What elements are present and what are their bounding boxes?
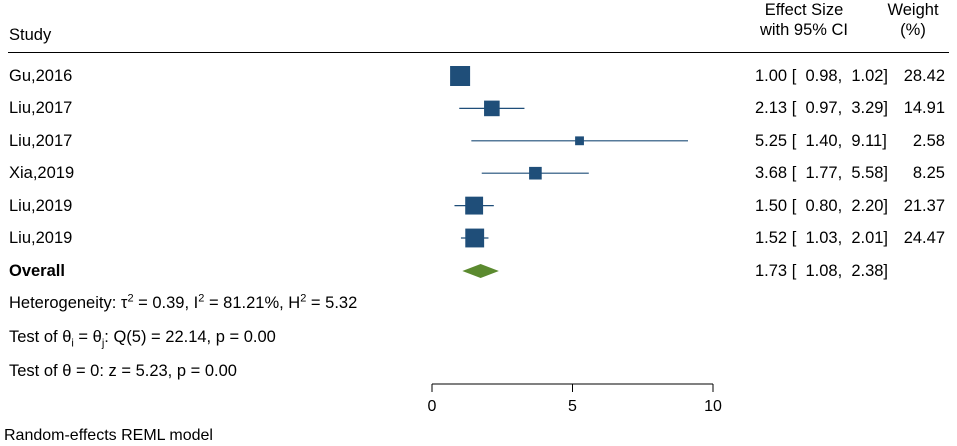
heterogeneity-stats: Heterogeneity: τ2 = 0.39, I2 = 81.21%, H… <box>9 292 358 312</box>
overall-label: Overall <box>9 262 65 280</box>
weight-header-line1: Weight <box>887 1 939 19</box>
effect-size-header: Effect Size with 95% CI <box>734 0 874 40</box>
x-tick-label: 5 <box>568 398 577 415</box>
effect-marker <box>450 66 471 86</box>
effect-size-header-line2: with 95% CI <box>759 21 849 39</box>
effect-size-header-line1: Effect Size <box>764 1 844 19</box>
test-zero-effect: Test of θ = 0: z = 5.23, p = 0.00 <box>9 362 237 380</box>
study-label: Liu,2019 <box>9 229 73 247</box>
study-label: Liu,2017 <box>9 131 73 150</box>
effect-marker <box>529 166 542 180</box>
overall-diamond <box>462 264 499 278</box>
study-label: Liu,2019 <box>9 196 73 215</box>
study-ci-text: 5.25 [ 1.40, 9.11] <box>755 131 887 150</box>
effect-marker <box>484 100 500 117</box>
study-ci-text: 3.68 [ 1.77, 5.58] <box>755 164 889 183</box>
header-divider <box>8 52 949 53</box>
weight-header: Weight (%) <box>874 0 952 40</box>
study-label: Liu,2017 <box>9 99 73 118</box>
effect-marker <box>465 196 484 215</box>
overall-ci-text: 1.73 [ 1.08, 2.38] <box>755 262 889 280</box>
study-weight: 24.47 <box>903 229 945 247</box>
study-weight: 14.91 <box>903 99 945 118</box>
x-tick-label: 10 <box>704 398 722 415</box>
study-weight: 21.37 <box>903 196 945 215</box>
study-ci-text: 1.00 [ 0.98, 1.02] <box>755 67 889 85</box>
weight-header-line2: (%) <box>900 21 926 39</box>
model-note: Random-effects REML model <box>4 427 213 444</box>
test-equal-effects: Test of θi = θj: Q(5) = 22.14, p = 0.00 <box>9 328 276 350</box>
effect-marker <box>465 228 485 248</box>
study-label: Xia,2019 <box>9 164 75 183</box>
study-weight: 28.42 <box>903 67 945 85</box>
study-weight: 8.25 <box>912 164 945 183</box>
study-ci-text: 1.50 [ 0.80, 2.20] <box>755 196 889 215</box>
study-ci-text: 2.13 [ 0.97, 3.29] <box>755 99 889 118</box>
effect-marker <box>575 136 584 146</box>
study-ci-text: 1.52 [ 1.03, 2.01] <box>755 229 889 247</box>
x-tick-label: 0 <box>428 398 437 415</box>
study-column-header: Study <box>9 26 52 44</box>
study-label: Gu,2016 <box>9 67 73 85</box>
study-weight: 2.58 <box>912 131 945 150</box>
